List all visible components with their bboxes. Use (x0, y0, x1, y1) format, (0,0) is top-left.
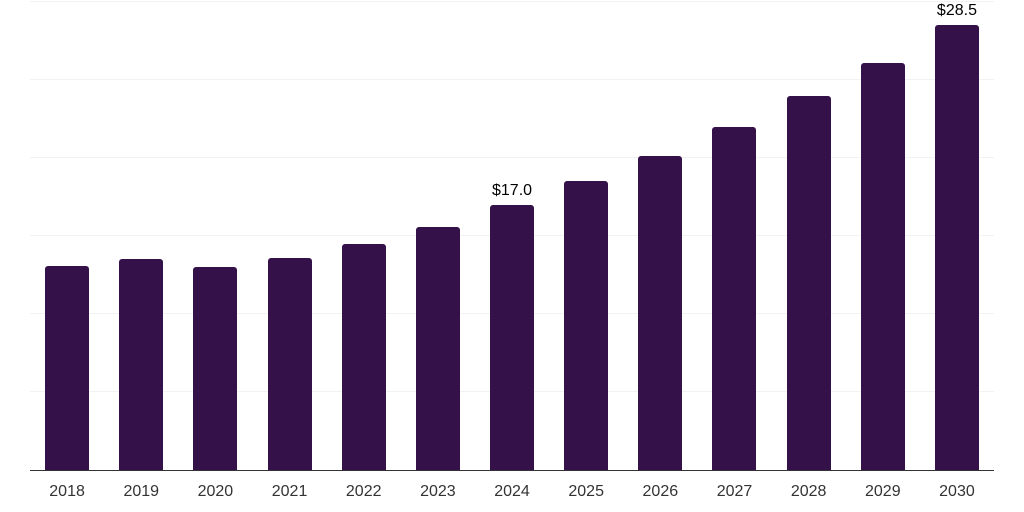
bar-cell-2018 (30, 2, 104, 470)
x-tick-2027: 2027 (716, 483, 753, 500)
gridline-20 (30, 157, 994, 159)
x-axis-labels: 2018 2019 2020 2021 2022 2023 2024 2025 2026 2027… (30, 482, 994, 501)
x-tick-2021: 2021 (271, 483, 308, 500)
bar-2025 (564, 181, 609, 470)
x-tick-2018: 2018 (49, 483, 85, 500)
bar-cell-2028 (772, 2, 846, 470)
bar-2021 (267, 257, 312, 470)
bar-cell-2024: $17.0 (475, 2, 549, 470)
bar-2023 (415, 226, 460, 470)
bar-2024: $17.0 (490, 182, 535, 470)
bar-cell-2023 (401, 2, 475, 470)
x-axis-line (30, 469, 994, 471)
bar-2029 (860, 62, 905, 470)
x-tick-2024: 2024 (494, 483, 530, 500)
x-tick-2030: 2030 (939, 483, 975, 500)
x-tick-2025: 2025 (568, 483, 604, 500)
bar-cell-2025 (549, 2, 623, 470)
bar-2018 (45, 265, 90, 470)
x-tick-2029: 2029 (865, 483, 901, 500)
bar-2020 (193, 267, 238, 470)
gridline-30 (30, 1, 994, 2)
bar-cell-2030: $28.5 (920, 2, 994, 470)
x-tick-2022: 2022 (345, 483, 382, 500)
bar-cell-2019 (104, 2, 178, 470)
bar-2028 (786, 95, 831, 470)
bar-series: $17.0 $28.5 (30, 2, 994, 470)
bar-2022 (341, 243, 386, 470)
data-label-2024: $17.0 (491, 181, 533, 199)
bar-2026 (638, 156, 683, 470)
x-tick-2028: 2028 (790, 483, 827, 500)
bar-2027 (712, 126, 757, 470)
bar-cell-2029 (846, 2, 920, 470)
bar-cell-2027 (697, 2, 771, 470)
data-label-2030: $28.5 (936, 2, 977, 20)
bar-cell-2022 (327, 2, 401, 470)
plot-area: $17.0 $28.5 (30, 1, 994, 471)
bar-2019 (119, 259, 164, 470)
gridline-25 (30, 79, 994, 80)
bar-2030: $28.5 (934, 2, 979, 470)
bar-cell-2026 (623, 2, 697, 470)
x-tick-2026: 2026 (642, 483, 679, 500)
x-tick-2020: 2020 (197, 483, 234, 500)
bar-cell-2020 (178, 2, 252, 470)
bar-cell-2021 (252, 2, 326, 470)
x-tick-2023: 2023 (420, 483, 456, 500)
x-tick-2019: 2019 (123, 483, 160, 500)
